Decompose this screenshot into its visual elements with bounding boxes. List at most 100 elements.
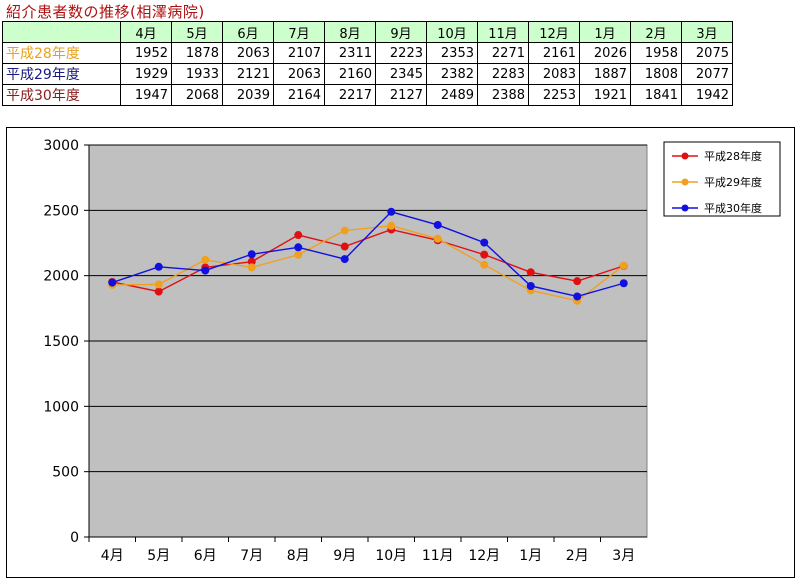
- table-cell: 2083: [528, 63, 580, 85]
- table-row-label: 平成28年度: [2, 42, 121, 64]
- x-tick-label: 8月: [287, 548, 310, 564]
- table-cell: 2223: [375, 42, 427, 64]
- legend-swatch-marker: [681, 152, 689, 160]
- table-row: 平成30年度 1947 2068 2039 2164 2217 2127 2489 2388 22…: [2, 84, 733, 106]
- legend-label: 平成30年度: [704, 201, 762, 215]
- y-tick-label: 1000: [43, 399, 79, 415]
- table-cell: 2107: [273, 42, 325, 64]
- table-cell: 1929: [120, 63, 172, 85]
- x-tick-label: 4月: [101, 548, 124, 564]
- table-row-label: 平成30年度: [2, 84, 121, 106]
- data-point: [573, 292, 582, 301]
- table-month-header: 9月: [375, 21, 427, 43]
- table-cell: 2353: [426, 42, 478, 64]
- table-corner-cell: [2, 21, 121, 43]
- data-point: [201, 255, 210, 264]
- y-tick-label: 500: [52, 465, 79, 481]
- table-cell: 2075: [681, 42, 733, 64]
- data-point: [247, 250, 256, 259]
- table-month-header: 8月: [324, 21, 376, 43]
- data-table: 4月 5月 6月 7月 8月 9月 10月 11月 12月 1月 2月 3月 平成28年度 1952 18…: [2, 21, 733, 106]
- table-cell: 2063: [222, 42, 274, 64]
- data-point: [154, 262, 163, 271]
- x-tick-label: 5月: [147, 548, 170, 564]
- legend-swatch-marker: [681, 204, 689, 212]
- table-cell: 2388: [477, 84, 529, 106]
- chart-area: 0 500 1000 1500 2000 2500 3000 4月 5月 6月 7月 8月 9月 10月 1…: [6, 127, 795, 578]
- table-row: 平成28年度 1952 1878 2063 2107 2311 2223 2353 2271 21…: [2, 42, 733, 64]
- table-cell: 2063: [273, 63, 325, 85]
- data-point: [108, 278, 117, 287]
- table-cell: 1841: [630, 84, 682, 106]
- table-cell: 2217: [324, 84, 376, 106]
- y-tick-label: 3000: [43, 138, 79, 154]
- table-cell: 2121: [222, 63, 274, 85]
- data-point: [433, 220, 442, 229]
- data-point: [154, 287, 163, 296]
- series-line-2: [112, 225, 625, 302]
- table-cell: 1942: [681, 84, 733, 106]
- x-tick-label: 6月: [194, 548, 217, 564]
- data-point: [294, 231, 303, 240]
- x-tick-label: 2月: [566, 548, 589, 564]
- x-tick-label: 9月: [333, 548, 356, 564]
- table-cell: 2077: [681, 63, 733, 85]
- data-point: [247, 257, 256, 266]
- series-line-1: [112, 228, 624, 293]
- table-cell: 1878: [171, 42, 223, 64]
- data-point: [573, 277, 582, 286]
- y-tick-label: 2500: [43, 203, 79, 219]
- table-month-header: 7月: [273, 21, 325, 43]
- x-tick-label: 12月: [468, 548, 500, 564]
- table-month-header: 11月: [477, 21, 529, 43]
- table-row: 平成29年度 1929 1933 2121 2063 2160 2345 2382 2283 20…: [2, 63, 733, 85]
- table-cell: 1808: [630, 63, 682, 85]
- table-cell: 2489: [426, 84, 478, 106]
- table-cell: 2068: [171, 84, 223, 106]
- data-point: [526, 281, 535, 290]
- x-tick-label: 3月: [612, 548, 635, 564]
- data-point: [247, 263, 256, 272]
- table-month-header: 10月: [426, 21, 478, 43]
- table-month-header: 3月: [681, 21, 733, 43]
- table-cell: 1921: [579, 84, 631, 106]
- data-point: [294, 243, 303, 252]
- data-point: [340, 226, 349, 235]
- data-point: [340, 242, 349, 251]
- data-point: [619, 261, 628, 270]
- table-cell: 1947: [120, 84, 172, 106]
- line-chart: 0 500 1000 1500 2000 2500 3000 4月 5月 6月 7月 8月 9月 10月 1…: [43, 138, 781, 564]
- y-tick-label: 2000: [43, 269, 79, 285]
- x-tick-label: 1月: [519, 548, 542, 564]
- data-point: [526, 268, 535, 277]
- table-cell: 2026: [579, 42, 631, 64]
- x-tick-label: 10月: [375, 548, 407, 564]
- table-cell: 2160: [324, 63, 376, 85]
- table-cell: 2283: [477, 63, 529, 85]
- y-tick-label: 0: [70, 530, 79, 546]
- data-point: [340, 255, 349, 264]
- table-month-header: 12月: [528, 21, 580, 43]
- table-cell: 2039: [222, 84, 274, 106]
- table-header-row: 4月 5月 6月 7月 8月 9月 10月 11月 12月 1月 2月 3月: [2, 21, 733, 43]
- y-tick-label: 1500: [43, 334, 79, 350]
- table-month-header: 6月: [222, 21, 274, 43]
- table-row-label: 平成29年度: [2, 63, 121, 85]
- data-point: [201, 266, 210, 275]
- table-month-header: 2月: [630, 21, 682, 43]
- table-month-header: 5月: [171, 21, 223, 43]
- table-cell: 2164: [273, 84, 325, 106]
- data-point: [387, 207, 396, 216]
- data-point: [433, 234, 442, 243]
- data-point: [480, 250, 489, 259]
- table-cell: 1952: [120, 42, 172, 64]
- table-cell: 1958: [630, 42, 682, 64]
- page-title: 紹介患者数の推移(相澤病院): [6, 3, 205, 21]
- data-point: [387, 221, 396, 230]
- data-point: [480, 238, 489, 247]
- data-point: [480, 260, 489, 269]
- data-point: [619, 279, 628, 288]
- table-cell: 2161: [528, 42, 580, 64]
- legend-swatch-marker: [681, 178, 689, 186]
- table-cell: 2382: [426, 63, 478, 85]
